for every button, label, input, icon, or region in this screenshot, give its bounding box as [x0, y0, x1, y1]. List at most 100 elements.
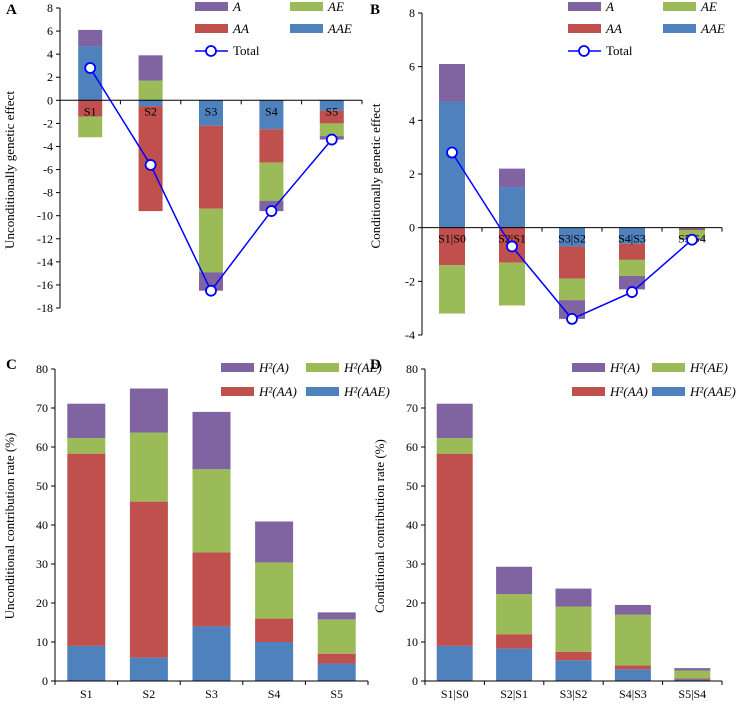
y-tick-label: 80	[406, 362, 418, 376]
y-tick-label: 50	[36, 479, 48, 493]
bar-aa	[436, 453, 473, 646]
y-tick-label: -2	[405, 274, 415, 288]
x-tick-label: S3	[205, 104, 218, 118]
legend-swatch-aae	[663, 24, 696, 33]
bar-aae	[199, 100, 223, 126]
bar-a	[614, 604, 651, 615]
legend: H²(A) H²(AE) H²(AA) H²(AAE)	[221, 360, 390, 399]
total-point	[686, 233, 698, 246]
legend-label: H²(AAE)	[689, 384, 736, 399]
x-tick-label: S5	[325, 104, 338, 118]
y-tick-label: -4	[43, 139, 53, 153]
legend-swatch-aae	[306, 387, 339, 396]
legend-label: AAE	[327, 21, 352, 36]
y-tick-label: 70	[36, 401, 48, 415]
bar-a	[317, 612, 356, 620]
bar-aae	[614, 669, 651, 681]
bar-aa	[619, 243, 645, 260]
y-tick-label: 0	[42, 674, 48, 688]
y-tick-label: -14	[37, 255, 53, 269]
legend-swatch-aa	[568, 24, 601, 33]
bar-ae	[555, 606, 592, 652]
legend-swatch-aae	[652, 387, 685, 396]
y-tick-label: 0	[412, 674, 418, 688]
bar-ae	[199, 208, 223, 273]
bar-a	[255, 521, 294, 563]
panel-d: D Conditional contribution rate (%)	[370, 357, 387, 613]
total-point	[566, 312, 578, 325]
legend-swatch-a	[568, 2, 601, 11]
chart-B: -4-202468S1|S0S2|S1S3|S2S4|S3S5|S4AAEAAA…	[405, 0, 725, 342]
y-tick-label: 8	[47, 1, 53, 15]
bar-ae	[129, 432, 168, 502]
panel-label: D	[370, 357, 381, 373]
x-tick-label: S4	[268, 687, 281, 701]
y-tick-label: 40	[36, 518, 48, 532]
total-point	[325, 133, 338, 146]
bar-ae	[255, 562, 294, 619]
bar-aae	[496, 648, 533, 681]
bar-aa	[555, 651, 592, 661]
legend-swatch-a	[572, 363, 605, 372]
bar-aa	[129, 501, 168, 658]
y-tick-label: -6	[43, 163, 53, 177]
y-tick-label: 70	[406, 401, 418, 415]
bar-a	[129, 388, 168, 433]
x-tick-label: S4|S3	[618, 232, 646, 246]
bar-ae	[439, 265, 465, 314]
bar-a	[496, 566, 533, 595]
legend-label: H²(AAE)	[343, 384, 390, 399]
panel-c: C Unconditional contribution rate (%)	[2, 357, 17, 619]
legend-total-marker	[578, 45, 590, 57]
bar-aa	[192, 552, 231, 627]
bar-ae	[78, 116, 103, 138]
bar-ae	[259, 162, 284, 201]
bar-aae	[559, 227, 585, 247]
total-point	[144, 159, 157, 171]
y-tick-label: 80	[36, 362, 48, 376]
y-tick-label: 20	[36, 596, 48, 610]
y-tick-label: -16	[37, 278, 53, 292]
legend-label: A	[605, 0, 614, 14]
bar-aa	[674, 678, 711, 680]
y-axis-title: Unconditional contribution rate (%)	[2, 433, 17, 620]
bar-aae	[192, 626, 231, 681]
y-tick-label: 60	[406, 440, 418, 454]
y-tick-label: 4	[47, 47, 53, 61]
bar-aae	[619, 227, 645, 244]
bar-ae	[499, 262, 525, 306]
x-tick-label: S2	[144, 104, 157, 118]
bar-a	[439, 63, 465, 102]
y-tick-label: -10	[37, 209, 53, 223]
bar-ae	[674, 670, 711, 679]
bar-a	[78, 29, 103, 47]
x-tick-label: S4|S3	[619, 687, 647, 701]
y-tick-label: 6	[47, 24, 53, 38]
y-tick-label: 30	[36, 557, 48, 571]
total-point	[446, 146, 458, 159]
y-tick-label: -12	[37, 232, 53, 246]
bar-aa	[317, 653, 356, 664]
total-point	[84, 62, 97, 74]
legend-swatch-a	[221, 363, 254, 372]
bar-aae	[499, 187, 525, 228]
bar-aae	[674, 679, 711, 681]
bar-aae	[439, 101, 465, 228]
bar-ae	[317, 619, 356, 654]
x-tick-label: S1	[80, 687, 93, 701]
bar-ae	[496, 594, 533, 635]
y-tick-label: 0	[47, 93, 53, 107]
legend-total-marker	[205, 45, 217, 57]
bar-aae	[138, 100, 163, 107]
y-tick-label: 10	[36, 635, 48, 649]
bar-aae	[129, 657, 168, 681]
panel-label: A	[6, 2, 17, 18]
x-tick-label: S1|S0	[441, 687, 469, 701]
x-tick-label: S1	[84, 104, 97, 118]
bar-a	[499, 168, 525, 188]
bar-ae	[138, 80, 163, 101]
bar-a	[138, 55, 163, 81]
bar-aae	[67, 645, 106, 681]
